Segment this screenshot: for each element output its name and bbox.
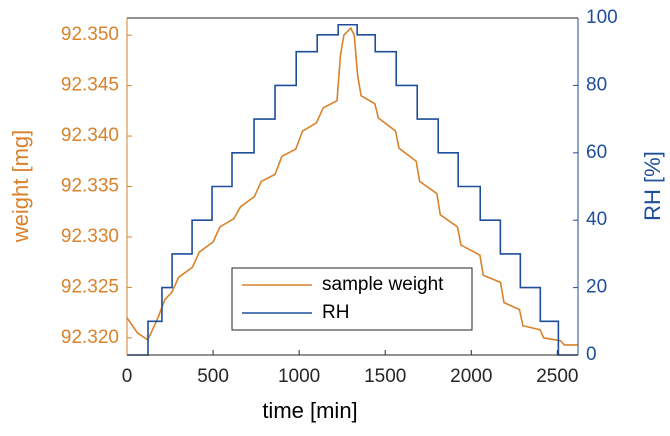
y2-tick-label: 40 [586, 209, 607, 230]
y2-tick-label: 20 [586, 277, 607, 298]
y-tick-label: 92.320 [61, 327, 119, 348]
legend-box [231, 267, 473, 331]
x-tick-label: 0 [122, 366, 133, 387]
y2-tick-label: 60 [586, 142, 607, 163]
series-line [126, 26, 578, 346]
y-axis-label: weight [mg] [8, 130, 33, 244]
y-tick-label: 92.330 [61, 226, 119, 247]
series-line [127, 23, 578, 356]
y-tick-label: 92.350 [61, 24, 119, 45]
legend-label: sample weight [322, 274, 444, 295]
y2-tick-label: 80 [586, 74, 607, 95]
x-tick-label: 1500 [364, 366, 406, 387]
x-tick-label: 2000 [450, 366, 492, 387]
x-tick-label: 500 [197, 366, 229, 387]
y-tick-label: 92.325 [61, 276, 119, 297]
y-tick-label: 92.335 [61, 176, 119, 197]
y-tick-label: 92.345 [61, 75, 119, 96]
x-tick-label: 1000 [278, 366, 320, 387]
y2-tick-label: 0 [586, 344, 597, 365]
y-tick-label: 92.340 [61, 125, 119, 146]
legend-label: RH [322, 302, 349, 323]
x-axis-label: time [min] [262, 398, 357, 423]
y2-tick-label: 100 [586, 7, 618, 28]
x-tick-label: 2500 [536, 366, 578, 387]
y2-axis-label: RH [%] [640, 151, 665, 221]
